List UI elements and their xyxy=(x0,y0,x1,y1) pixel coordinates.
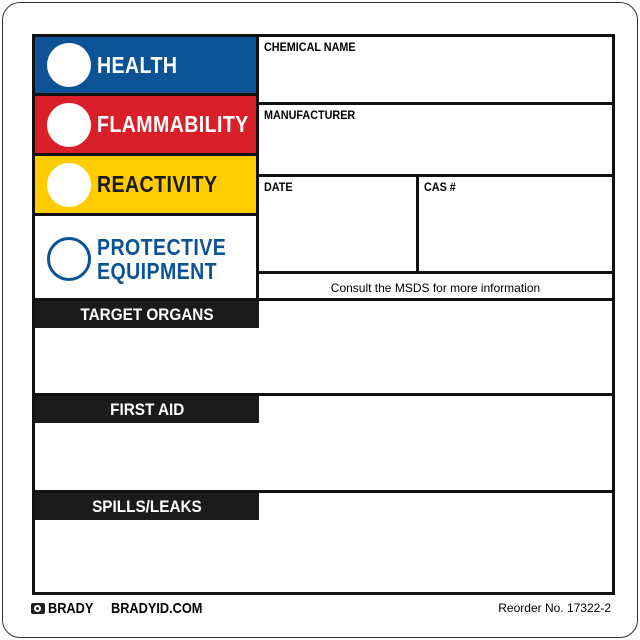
date-label: DATE xyxy=(264,180,293,194)
first-aid-label: FIRST AID xyxy=(109,399,185,419)
flammability-label: FLAMMABILITY xyxy=(97,111,249,137)
manufacturer-label: MANUFACTURER xyxy=(264,108,356,122)
website: BRADYID.COM xyxy=(111,600,203,617)
brady-logo-icon xyxy=(31,603,45,614)
target-organs-header: TARGET ORGANS xyxy=(35,301,259,328)
spills-leaks-header: SPILLS/LEAKS xyxy=(35,493,259,520)
protective-equipment-circle[interactable] xyxy=(47,236,91,281)
protective-line: PROTECTIVE xyxy=(97,233,227,260)
health-band: HEALTH xyxy=(35,37,259,96)
divider xyxy=(35,298,612,301)
manufacturer-field[interactable]: MANUFACTURER xyxy=(259,105,612,177)
divider xyxy=(35,490,612,493)
divider xyxy=(35,393,612,396)
protective-equipment-label: PROTECTIVE EQUIPMENT xyxy=(97,235,226,283)
health-rating-circle[interactable] xyxy=(47,43,91,87)
column-divider xyxy=(256,37,259,301)
spills-leaks-area[interactable] xyxy=(35,493,612,592)
chemical-name-field[interactable]: CHEMICAL NAME xyxy=(259,37,612,105)
first-aid-area[interactable] xyxy=(35,396,612,490)
target-organs-area[interactable] xyxy=(35,301,612,393)
equipment-line: EQUIPMENT xyxy=(97,257,218,284)
chemical-name-label: CHEMICAL NAME xyxy=(264,40,356,54)
brand-name: BRADY xyxy=(48,600,94,617)
target-organs-label: TARGET ORGANS xyxy=(80,304,214,324)
cas-field[interactable]: CAS # xyxy=(419,177,612,274)
label-frame: HEALTH FLAMMABILITY REACTIVITY PROTECTIV… xyxy=(32,34,615,595)
spills-leaks-label: SPILLS/LEAKS xyxy=(92,496,202,516)
flammability-band: FLAMMABILITY xyxy=(35,96,259,156)
protective-equipment-band: PROTECTIVE EQUIPMENT xyxy=(35,216,259,301)
first-aid-header: FIRST AID xyxy=(35,396,259,423)
consult-note: Consult the MSDS for more information xyxy=(330,280,541,295)
date-field[interactable]: DATE xyxy=(259,177,419,274)
reactivity-rating-circle[interactable] xyxy=(47,162,91,207)
cas-label: CAS # xyxy=(424,180,456,194)
reactivity-label: REACTIVITY xyxy=(97,171,218,197)
reorder-number: Reorder No. 17322-2 xyxy=(498,601,611,615)
reactivity-band: REACTIVITY xyxy=(35,156,259,216)
flammability-rating-circle[interactable] xyxy=(47,102,91,147)
brand-footer: BRADY BRADYID.COM xyxy=(31,600,219,617)
health-label: HEALTH xyxy=(97,51,178,78)
